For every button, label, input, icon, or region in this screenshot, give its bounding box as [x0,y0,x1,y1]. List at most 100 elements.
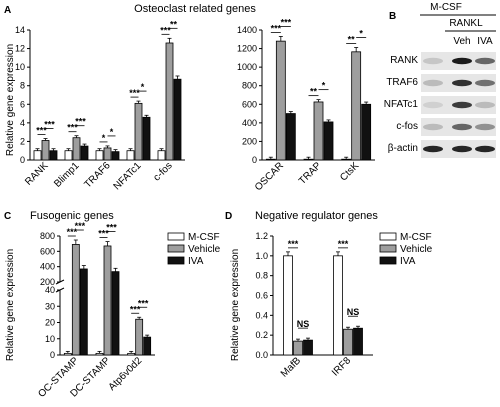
bar-a-left-c-fos-m-csf [157,150,166,161]
sig-label-a-right-5: * [359,28,363,38]
y-tick-label-a-right-7: 1400 [237,25,257,35]
y-tick-label-d-2: 0.4 [255,310,268,320]
bar-d-irf8-vehicle [343,328,353,356]
blot-row-label-c-fos: c-fos [396,121,418,132]
y-tick-label-a-right-0: 0 [252,155,257,165]
y-tick-label-c-6: 400 [40,262,55,272]
legend-label-legendC-m-csf: M-CSF [188,232,220,243]
sig-label-c-0: *** [67,227,78,237]
sig-label-c-4: *** [130,304,141,314]
bar-c-dc-stamp-m-csf [95,352,104,356]
blot-header-rankl: RANKL [449,18,483,29]
sig-label-a-left-9: ** [170,19,178,29]
blot-band-rank-0 [423,57,443,65]
legend-label-legendC-vehicle: Vehicle [188,244,221,255]
sig-label-c-1: *** [75,221,86,231]
sig-label-c-5: *** [138,298,149,308]
x-tick-label-a-left-traf6: TRAF6 [82,160,112,190]
blot-band-traf6-2 [475,79,495,87]
blot-row-label-nfatc1: NFATc1 [384,99,419,110]
blot-band-nfatc1-1 [452,101,472,109]
y-tick-label-d-5: 1.0 [255,251,268,261]
blot-band-c-fos-2 [475,123,495,131]
sig-label-a-left-8: *** [160,25,171,35]
bar-a-right-trap-m-csf [303,158,314,161]
chart-c: 010203040200400600800OC-STAMPDC-STAMPAtp… [36,221,155,400]
y-tick-label-c-5: 200 [40,277,55,287]
y-tick-label-a-left-0: 0 [20,155,25,165]
bar-a-right-trap-iva [323,121,334,161]
blot-band-traf6-0 [423,79,443,87]
blot-lane-iva: IVA [477,36,493,47]
bar-c-atp6v0d2-iva [143,336,152,356]
legend-swatch-legendC-m-csf [167,232,185,241]
bar-c-oc-stamp-iva [79,268,88,356]
y-tick-label-a-left-2: 4 [20,118,25,128]
sig-label-a-left-6: *** [129,88,140,98]
sig-label-a-right-1: *** [281,17,292,27]
y-tick-label-a-right-1: 200 [242,136,257,146]
blot-band-actin-2 [475,145,495,153]
bar-a-left-nfatc1-m-csf [126,150,135,161]
y-tick-label-a-right-6: 1200 [237,44,257,54]
bar-a-left-blimp1-iva [80,145,89,161]
ylabel-panel-c: Relative gene expression [5,249,16,361]
sig-label-c-2: *** [98,229,109,239]
bar-c-dc-stamp-iva [111,271,120,356]
y-tick-label-a-left-3: 6 [20,99,25,109]
bar-c-dc-stamp-vehicle [103,245,112,356]
y-tick-label-a-left-4: 8 [20,81,25,91]
y-tick-label-c-7: 600 [40,246,55,256]
bar-d-mafb-vehicle [293,340,303,356]
y-tick-label-d-3: 0.6 [255,291,268,301]
x-tick-label-a-right-oscar: OSCAR [253,160,286,193]
x-tick-label-a-right-ctsk: CtsK [338,160,361,183]
y-tick-label-c-4: 40 [45,285,55,295]
ylabel-panel-d: Relative gene expression [230,249,241,361]
sig-label-a-left-3: *** [75,117,86,127]
bar-a-right-ctsk-iva [361,103,372,161]
bar-a-right-ctsk-m-csf [341,158,352,161]
blot-band-nfatc1-2 [475,101,495,109]
x-tick-label-d-irf8: IRF8 [330,355,353,378]
bar-a-right-oscar-iva [285,113,296,161]
sig-label-d-1: NS [297,319,310,329]
blot-band-actin-1 [452,145,472,153]
blot-band-traf6-1 [452,79,472,87]
legend-label-legendC-iva: IVA [188,256,204,267]
sig-label-a-right-3: * [322,81,326,91]
y-tick-label-a-right-2: 400 [242,118,257,128]
y-tick-label-a-left-5: 10 [15,62,25,72]
bar-c-oc-stamp-vehicle [71,244,80,356]
x-tick-label-c-atp6v0d2: Atp6v0d2 [107,355,145,393]
bar-a-left-rank-m-csf [33,150,42,161]
sig-label-a-left-1: *** [44,120,55,130]
sig-label-c-3: *** [106,223,117,233]
bar-a-left-rank-iva [49,150,58,161]
bar-a-left-traf6-m-csf [95,150,104,161]
sig-label-a-left-0: *** [36,126,47,136]
bar-a-left-traf6-iva [111,151,120,161]
blot-row-label-traf6: TRAF6 [386,77,418,88]
y-tick-label-d-4: 0.8 [255,271,268,281]
legend-swatch-legendC-iva [167,256,185,265]
blot-band-actin-0 [423,145,443,153]
y-tick-label-d-6: 1.2 [255,231,268,241]
sig-label-a-right-0: *** [271,23,282,33]
panel-label-a: A [4,5,11,16]
panel-label-b: B [389,11,396,22]
x-tick-label-a-left-rank: RANK [23,160,51,188]
chart-d: 0.0 0.2 0.4 0.6 0.8 1.0 1.2 MafB IRF8 *** NS *** NS [255,231,373,380]
blot-band-rank-1 [452,57,472,65]
bar-a-left-blimp1-m-csf [64,150,73,161]
sig-label-a-left-2: *** [67,123,78,133]
y-tick-label-a-left-7: 14 [15,25,25,35]
y-tick-label-c-0: 0 [50,350,55,360]
bar-d-irf8-m-csf [333,255,343,356]
y-tick-label-c-1: 10 [45,334,55,344]
blot-band-nfatc1-0 [423,101,443,109]
y-tick-label-a-left-6: 12 [15,44,25,54]
x-tick-label-a-left-c-fos: c-fos [152,160,175,183]
